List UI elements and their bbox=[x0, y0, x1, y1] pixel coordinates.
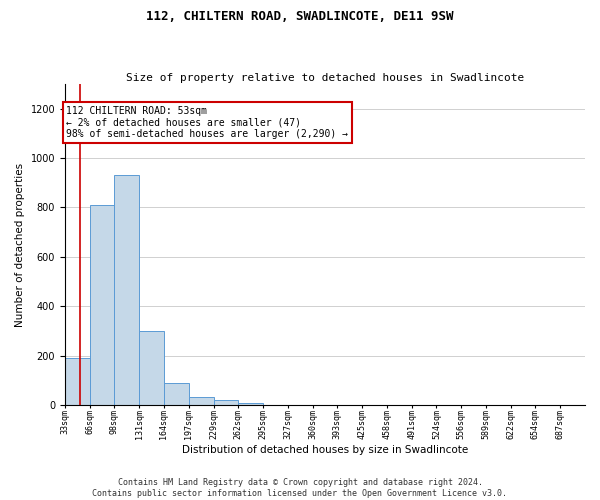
Bar bbox=[189, 396, 214, 406]
Bar bbox=[89, 205, 115, 406]
Bar bbox=[164, 383, 189, 406]
Bar bbox=[65, 358, 89, 406]
Bar bbox=[115, 176, 139, 406]
Bar bbox=[263, 404, 288, 406]
Y-axis label: Number of detached properties: Number of detached properties bbox=[15, 162, 25, 326]
Title: Size of property relative to detached houses in Swadlincote: Size of property relative to detached ho… bbox=[126, 73, 524, 83]
Bar bbox=[139, 331, 164, 406]
Bar bbox=[214, 400, 238, 406]
X-axis label: Distribution of detached houses by size in Swadlincote: Distribution of detached houses by size … bbox=[182, 445, 468, 455]
Text: 112 CHILTERN ROAD: 53sqm
← 2% of detached houses are smaller (47)
98% of semi-de: 112 CHILTERN ROAD: 53sqm ← 2% of detache… bbox=[67, 106, 349, 139]
Bar bbox=[238, 404, 263, 406]
Text: Contains HM Land Registry data © Crown copyright and database right 2024.
Contai: Contains HM Land Registry data © Crown c… bbox=[92, 478, 508, 498]
Text: 112, CHILTERN ROAD, SWADLINCOTE, DE11 9SW: 112, CHILTERN ROAD, SWADLINCOTE, DE11 9S… bbox=[146, 10, 454, 23]
